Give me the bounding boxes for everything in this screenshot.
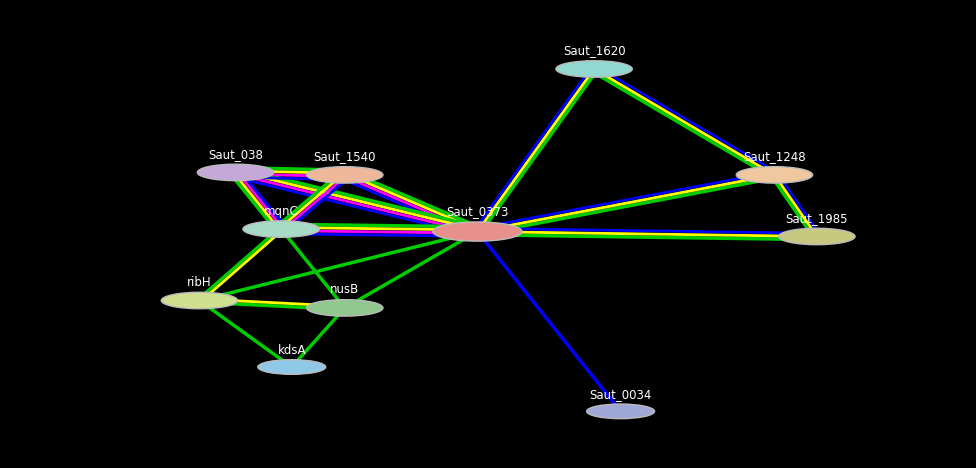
Ellipse shape [432, 222, 522, 241]
Text: Saut_0034: Saut_0034 [590, 388, 652, 401]
Text: mqnC: mqnC [264, 205, 299, 218]
Text: Saut_1985: Saut_1985 [786, 212, 848, 225]
Text: Saut_0373: Saut_0373 [446, 205, 508, 218]
Ellipse shape [243, 221, 319, 237]
Text: Saut_1540: Saut_1540 [313, 150, 376, 163]
Text: Saut_038: Saut_038 [208, 148, 263, 161]
Ellipse shape [161, 292, 237, 309]
Ellipse shape [197, 164, 273, 181]
Ellipse shape [306, 300, 383, 316]
Text: Saut_1248: Saut_1248 [743, 150, 806, 163]
Ellipse shape [587, 404, 655, 419]
Ellipse shape [556, 61, 632, 77]
Ellipse shape [779, 228, 855, 245]
Ellipse shape [258, 360, 326, 374]
Text: Saut_1620: Saut_1620 [563, 44, 626, 58]
Text: kdsA: kdsA [277, 344, 306, 357]
Text: ribH: ribH [187, 276, 212, 289]
Text: nusB: nusB [330, 283, 359, 296]
Ellipse shape [306, 167, 383, 183]
Ellipse shape [736, 167, 813, 183]
